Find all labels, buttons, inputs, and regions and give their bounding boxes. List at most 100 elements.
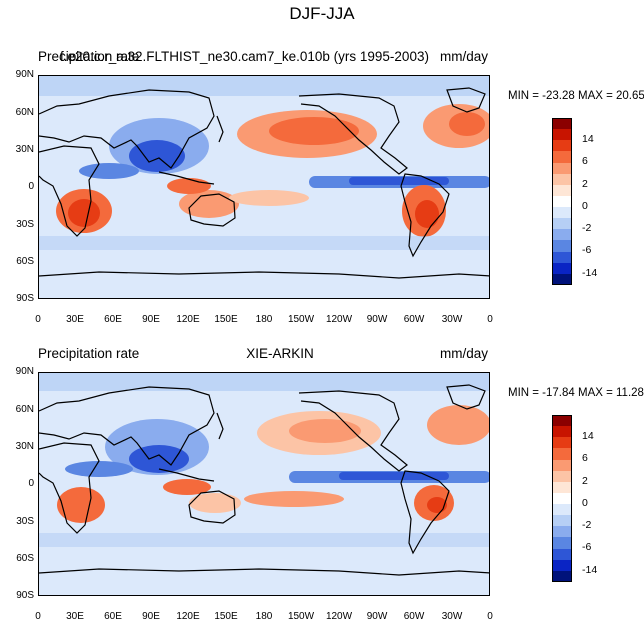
panel-2-australia-wet bbox=[189, 493, 241, 513]
panel-2-map bbox=[38, 372, 490, 596]
panel-2-lat-label: 0 bbox=[28, 478, 34, 489]
panel-2-npac-core bbox=[289, 419, 361, 443]
panel-2-lon-label: 0 bbox=[487, 611, 493, 622]
panel-1-colorbar-label: 2 bbox=[582, 178, 588, 190]
panel-1-lon-label: 120W bbox=[325, 314, 353, 325]
panel-2-asia-dry-core bbox=[129, 445, 189, 473]
panel-1-lon-label: 120E bbox=[176, 314, 200, 325]
panel-2-itcz-dry-core bbox=[339, 472, 449, 480]
panel-observed: Precipitation rate XIE-ARKIN mm/day MIN … bbox=[0, 298, 644, 622]
panel-2-lat-label: 90S bbox=[16, 590, 34, 601]
colorbar-swatch bbox=[552, 492, 572, 504]
colorbar-swatch bbox=[552, 459, 572, 471]
panel-model: Precipitation rate f.e20.c.r_a.32.FLTHIS… bbox=[0, 0, 644, 325]
panel-2-lon-label: 120W bbox=[325, 611, 353, 622]
panel-2-southern-band bbox=[39, 533, 489, 547]
panel-1-africa-coast bbox=[39, 145, 100, 237]
panel-2-ocean bbox=[39, 373, 489, 595]
panel-1-lon-label: 30W bbox=[441, 314, 463, 325]
panel-1-lon-label: 0 bbox=[487, 314, 493, 325]
colorbar-swatch bbox=[552, 526, 572, 538]
panel-1-lat-label: 60S bbox=[16, 256, 34, 267]
panel-2-africa-coast bbox=[39, 442, 100, 534]
colorbar-swatch bbox=[552, 240, 572, 252]
panel-2-lon-label: 0 bbox=[35, 611, 41, 622]
panel-1-samerica-coast bbox=[400, 173, 450, 258]
colorbar-swatch bbox=[552, 448, 572, 460]
panel-1-colorbar-label: -6 bbox=[582, 244, 592, 256]
panel-1-safrica-core bbox=[68, 199, 100, 227]
panel-1-natl-core bbox=[449, 112, 485, 136]
colorbar-swatch bbox=[552, 118, 572, 130]
panel-2-lat-label: 60N bbox=[15, 404, 34, 415]
panel-1-sahel-dry bbox=[79, 163, 139, 179]
panel-2-antarctica-coast bbox=[39, 568, 489, 576]
colorbar-swatch bbox=[552, 151, 572, 163]
colorbar-swatch bbox=[552, 415, 572, 427]
panel-2-safrica-wet bbox=[57, 487, 105, 523]
panel-2-lon-label: 150E bbox=[214, 611, 238, 622]
panel-2-maritime-wet bbox=[163, 479, 211, 495]
panel-1-lat-label: 60N bbox=[15, 107, 34, 118]
colorbar-swatch bbox=[552, 173, 572, 185]
panel-1-lat-label: 30N bbox=[15, 144, 34, 155]
colorbar-swatch bbox=[552, 162, 572, 174]
panel-1-colorbar-label: 6 bbox=[582, 155, 588, 167]
panel-1-australia-coast bbox=[188, 193, 236, 227]
panel-2-lon-label: 90W bbox=[366, 611, 388, 622]
panel-2-minmax: MIN = -17.84 MAX = 11.28 bbox=[508, 387, 644, 399]
panel-1-namerica-coast bbox=[298, 93, 408, 175]
colorbar-swatch bbox=[552, 140, 572, 152]
panel-1-colorbar-label: 0 bbox=[582, 200, 588, 212]
colorbar-swatch bbox=[552, 184, 572, 196]
panel-2-lat-label: 60S bbox=[16, 553, 34, 564]
colorbar-swatch bbox=[552, 548, 572, 560]
panel-2-eurasia-coast bbox=[39, 386, 215, 466]
panel-1-lon-label: 90W bbox=[366, 314, 388, 325]
panel-1-itcz-dry-core bbox=[349, 177, 449, 185]
colorbar-swatch bbox=[552, 251, 572, 263]
panel-1-arctic-band bbox=[39, 76, 489, 96]
panel-1-colorbar-label: -2 bbox=[582, 222, 592, 234]
panel-2-maritime-coast bbox=[158, 468, 215, 482]
colorbar-swatch bbox=[552, 570, 572, 582]
panel-2-natl-anomaly bbox=[427, 405, 489, 445]
colorbar-swatch bbox=[552, 504, 572, 516]
panel-1-lon-label: 180 bbox=[255, 314, 273, 325]
panel-1-lon-label: 30E bbox=[66, 314, 84, 325]
panel-2-lat-label: 30S bbox=[16, 516, 34, 527]
colorbar-swatch bbox=[552, 515, 572, 527]
panel-1-lon-label: 60E bbox=[104, 314, 122, 325]
colorbar-swatch bbox=[552, 426, 572, 438]
panel-2-lat-label: 30N bbox=[15, 441, 34, 452]
panel-1-units: mm/day bbox=[440, 49, 489, 64]
colorbar-swatch bbox=[552, 218, 572, 230]
panel-2-lon-label: 60W bbox=[403, 611, 425, 622]
panel-2-colorbar-label: -14 bbox=[582, 564, 598, 576]
panel-2-arctic-band bbox=[39, 373, 489, 391]
colorbar-swatch bbox=[552, 129, 572, 141]
panel-1-colorbar-label: -14 bbox=[582, 267, 598, 279]
panel-2-coastlines bbox=[39, 384, 489, 576]
panel-2-lat-label: 90N bbox=[15, 366, 34, 377]
panel-2-colorbar-label: -6 bbox=[582, 541, 592, 553]
colorbar-swatch bbox=[552, 229, 572, 241]
figure-title: DJF-JJA bbox=[289, 4, 355, 23]
panel-1-coastlines bbox=[39, 87, 489, 279]
colorbar-swatch bbox=[552, 437, 572, 449]
panel-1-lon-label: 150E bbox=[214, 314, 238, 325]
panel-1-asia-dry-core bbox=[129, 140, 185, 172]
panel-1-spcz-wet bbox=[229, 190, 309, 206]
panel-1-colorbar bbox=[552, 118, 572, 285]
panel-2-spcz-wet bbox=[244, 491, 344, 507]
panel-2-center-title: XIE-ARKIN bbox=[246, 346, 314, 361]
panel-1-maritime-wet bbox=[167, 178, 211, 194]
panel-2-colorbar-label: -2 bbox=[582, 519, 592, 531]
panel-2-namerica-coast bbox=[298, 390, 408, 472]
panel-2-colorbar-label: 14 bbox=[582, 430, 594, 442]
panel-2-colorbar bbox=[552, 415, 572, 582]
panel-2-samerica-core bbox=[427, 497, 447, 513]
panel-1-left-title: Precipitation rate bbox=[38, 49, 140, 64]
panel-1-southern-band bbox=[39, 236, 489, 250]
panel-1-center-title: f.e20.c.r_a.32.FLTHIST_ne30.cam7_ke.010b… bbox=[60, 49, 429, 64]
